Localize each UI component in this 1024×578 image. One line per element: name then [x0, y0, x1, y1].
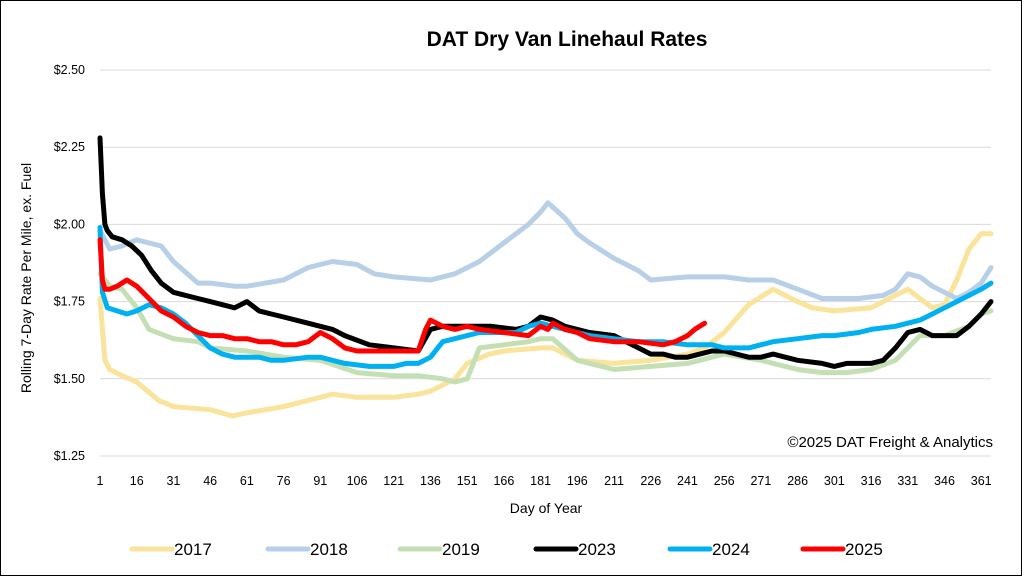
y-tick-label: $2.00 — [54, 217, 85, 231]
x-tick-label: 181 — [530, 474, 551, 488]
legend-label-2019: 2019 — [442, 540, 480, 559]
chart-title: DAT Dry Van Linehaul Rates — [427, 28, 708, 51]
x-tick-label: 76 — [277, 474, 291, 488]
x-tick-label: 211 — [604, 474, 624, 488]
series-line-2017 — [97, 231, 994, 419]
x-tick-label: 301 — [824, 474, 845, 488]
x-tick-label: 331 — [897, 474, 918, 488]
x-tick-label: 346 — [934, 474, 955, 488]
x-tick-label: 61 — [240, 474, 254, 488]
x-tick-label: 106 — [347, 474, 368, 488]
x-tick-label: 121 — [383, 474, 404, 488]
x-tick-label: 196 — [567, 474, 588, 488]
x-tick-label: 241 — [677, 474, 698, 488]
legend-label-2024: 2024 — [712, 540, 750, 559]
x-tick-label: 286 — [787, 474, 808, 488]
legend-label-2017: 2017 — [174, 540, 212, 559]
x-tick-label: 31 — [166, 474, 180, 488]
x-tick-label: 1 — [97, 474, 104, 488]
copyright-annotation: ©2025 DAT Freight & Analytics — [787, 434, 993, 451]
legend-label-2023: 2023 — [578, 540, 616, 559]
y-tick-label: $1.50 — [54, 372, 85, 386]
x-tick-label: 316 — [861, 474, 882, 488]
x-tick-label: 46 — [203, 474, 217, 488]
y-axis-ticks: $1.25 $1.50 $1.75 $2.00 $2.25 $2.50 — [54, 63, 85, 463]
x-tick-label: 151 — [457, 474, 478, 488]
series-line-2018 — [97, 200, 994, 301]
x-tick-label: 91 — [313, 474, 327, 488]
x-tick-label: 226 — [640, 474, 661, 488]
series-line-2025 — [97, 237, 708, 354]
x-tick-label: 271 — [750, 474, 771, 488]
x-axis-title: Day of Year — [510, 500, 583, 516]
x-axis-ticks: 1 16 31 46 61 76 91 106 121 136 151 166 181 196 211 226… — [97, 474, 992, 488]
y-tick-label: $2.25 — [54, 140, 85, 154]
y-tick-label: $1.75 — [54, 295, 85, 309]
y-tick-label: $2.50 — [54, 63, 85, 77]
x-tick-label: 361 — [971, 474, 992, 488]
gridlines — [100, 69, 991, 457]
x-tick-label: 166 — [493, 474, 514, 488]
y-axis-title: Rolling 7-Day Rate Per Mile, ex. Fuel — [18, 163, 34, 393]
x-tick-label: 256 — [714, 474, 735, 488]
x-tick-label: 136 — [420, 474, 441, 488]
legend-label-2018: 2018 — [310, 540, 348, 559]
legend-label-2025: 2025 — [845, 540, 883, 559]
x-tick-label: 16 — [130, 474, 144, 488]
series-lines — [97, 135, 994, 419]
y-tick-label: $1.25 — [54, 449, 85, 463]
legend: 2017 2018 2019 2023 2024 2025 — [129, 540, 883, 559]
